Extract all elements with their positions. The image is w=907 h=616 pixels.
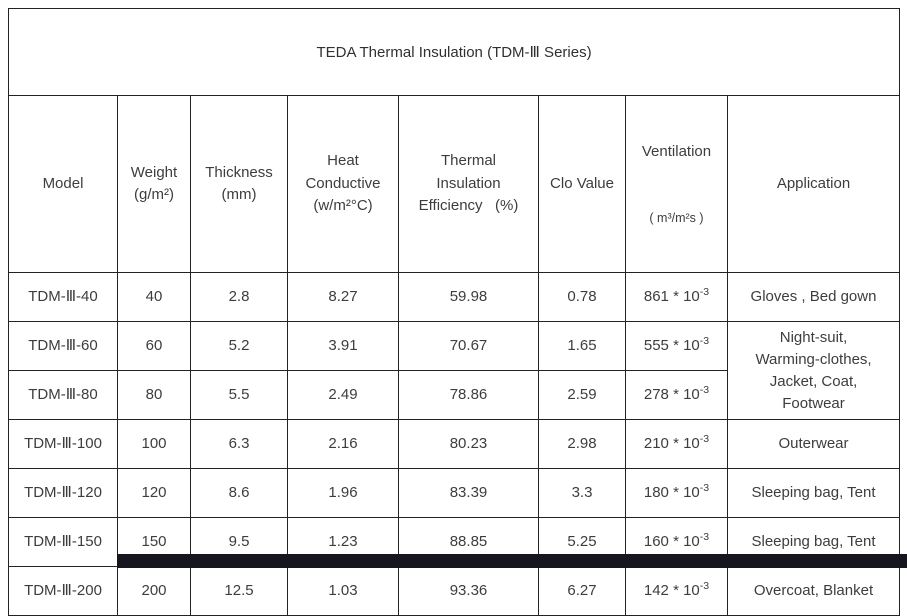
thickness-cell: 2.8 <box>190 272 288 323</box>
ventilation-exponent: -3 <box>699 433 710 446</box>
ventilation-cell: 278 * 10-3 <box>625 370 728 421</box>
title-row: TEDA Thermal Insulation (TDM-Ⅲ Series) <box>7 8 901 96</box>
application-cell: Gloves , Bed gown <box>726 272 901 323</box>
heat-conductive-cell: 1.96 <box>287 468 399 519</box>
table-title: TEDA Thermal Insulation (TDM-Ⅲ Series) <box>7 8 901 96</box>
thickness-cell: 6.3 <box>190 419 288 470</box>
ventilation-cell: 555 * 10-3 <box>625 321 728 372</box>
heat-conductive-cell: 2.49 <box>287 370 399 421</box>
application-cell: Sleeping bag, Tent <box>726 468 901 519</box>
thermal-efficiency-cell: 80.23 <box>398 419 539 470</box>
ventilation-value: 555 * 10 <box>643 337 700 355</box>
model-cell: TDM-Ⅲ-120 <box>8 468 118 519</box>
weight-cell: 120 <box>117 468 191 519</box>
header-row: Model Weight (g/m²) Thickness (mm) Heat … <box>8 94 901 274</box>
application-cell-merged: Night-suit, Warming-clothes, Jacket, Coa… <box>726 321 901 421</box>
thickness-cell: 8.6 <box>190 468 288 519</box>
thickness-cell: 5.5 <box>190 370 288 421</box>
ventilation-exponent: -3 <box>699 286 710 299</box>
header-clo-value: Clo Value <box>538 94 626 274</box>
clo-value-cell: 2.98 <box>538 419 626 470</box>
thickness-cell: 12.5 <box>190 566 288 616</box>
ventilation-cell: 180 * 10-3 <box>625 468 728 519</box>
header-thermal-efficiency: Thermal Insulation Efficiency (%) <box>398 94 539 274</box>
model-cell: TDM-Ⅲ-200 <box>8 566 118 616</box>
table-row-tdm120: TDM-Ⅲ-120 120 8.6 1.96 83.39 3.3 180 * 1… <box>8 468 901 519</box>
ventilation-exponent: -3 <box>699 335 710 348</box>
weight-cell: 200 <box>117 566 191 616</box>
clo-value-cell: 2.59 <box>538 370 626 421</box>
thermal-efficiency-cell: 78.86 <box>398 370 539 421</box>
weight-cell: 40 <box>117 272 191 323</box>
table-row-tdm60: TDM-Ⅲ-60 60 5.2 3.91 70.67 1.65 555 * 10… <box>8 321 901 421</box>
ventilation-exponent: -3 <box>699 384 710 397</box>
model-cell: TDM-Ⅲ-100 <box>8 419 118 470</box>
model-cell: TDM-Ⅲ-80 <box>8 370 118 421</box>
header-weight: Weight (g/m²) <box>117 94 191 274</box>
clo-value-cell: 0.78 <box>538 272 626 323</box>
application-cell: Overcoat, Blanket <box>726 566 901 616</box>
clo-value-cell: 1.65 <box>538 321 626 372</box>
thermal-efficiency-cell: 93.36 <box>398 566 539 616</box>
model-cell: TDM-Ⅲ-60 <box>8 321 118 372</box>
header-heat-conductive: Heat Conductive (w/m²°C) <box>287 94 399 274</box>
ventilation-cell: 861 * 10-3 <box>625 272 728 323</box>
table-row-tdm80: TDM-Ⅲ-80 80 5.5 2.49 78.86 2.59 278 * 10… <box>8 370 900 421</box>
heat-conductive-cell: 2.16 <box>287 419 399 470</box>
header-thickness: Thickness (mm) <box>190 94 288 274</box>
table-row-tdm100: TDM-Ⅲ-100 100 6.3 2.16 80.23 2.98 210 * … <box>8 419 901 470</box>
heat-conductive-cell: 3.91 <box>287 321 399 372</box>
clo-value-cell: 3.3 <box>538 468 626 519</box>
thermal-efficiency-cell: 83.39 <box>398 468 539 519</box>
ventilation-exponent: -3 <box>699 482 710 495</box>
header-ventilation: Ventilation ( m³/m²s ) <box>625 94 728 274</box>
ventilation-value: 180 * 10 <box>643 484 700 502</box>
insulation-spec-table: TEDA Thermal Insulation (TDM-Ⅲ Series) M… <box>7 8 901 616</box>
header-model: Model <box>8 94 118 274</box>
ventilation-header-unit: ( m³/m²s ) <box>649 210 704 225</box>
application-cell: Outerwear <box>726 419 901 470</box>
ventilation-cell: 210 * 10-3 <box>625 419 728 470</box>
weight-cell: 100 <box>117 419 191 470</box>
heat-conductive-cell: 8.27 <box>287 272 399 323</box>
table-row-tdm200: TDM-Ⅲ-200 200 12.5 1.03 93.36 6.27 142 *… <box>8 566 901 616</box>
ventilation-value: 142 * 10 <box>643 582 700 600</box>
model-cell: TDM-Ⅲ-40 <box>8 272 118 323</box>
ventilation-value: 210 * 10 <box>643 435 700 453</box>
weight-cell: 80 <box>117 370 191 421</box>
ventilation-exponent: -3 <box>699 580 710 593</box>
ventilation-cell: 142 * 10-3 <box>625 566 728 616</box>
thickness-cell: 5.2 <box>190 321 288 372</box>
bottom-dark-strip <box>117 554 907 568</box>
thermal-efficiency-cell: 59.98 <box>398 272 539 323</box>
header-application: Application <box>726 94 901 274</box>
clo-value-cell: 6.27 <box>538 566 626 616</box>
table-row-tdm40: TDM-Ⅲ-40 40 2.8 8.27 59.98 0.78 861 * 10… <box>8 272 901 323</box>
weight-cell: 60 <box>117 321 191 372</box>
thermal-efficiency-cell: 70.67 <box>398 321 539 372</box>
ventilation-value: 278 * 10 <box>643 386 700 404</box>
ventilation-header-label: Ventilation <box>641 143 712 160</box>
ventilation-value: 861 * 10 <box>643 288 700 306</box>
ventilation-value: 160 * 10 <box>643 533 700 551</box>
heat-conductive-cell: 1.03 <box>287 566 399 616</box>
model-cell: TDM-Ⅲ-150 <box>8 517 118 568</box>
ventilation-exponent: -3 <box>699 531 710 544</box>
